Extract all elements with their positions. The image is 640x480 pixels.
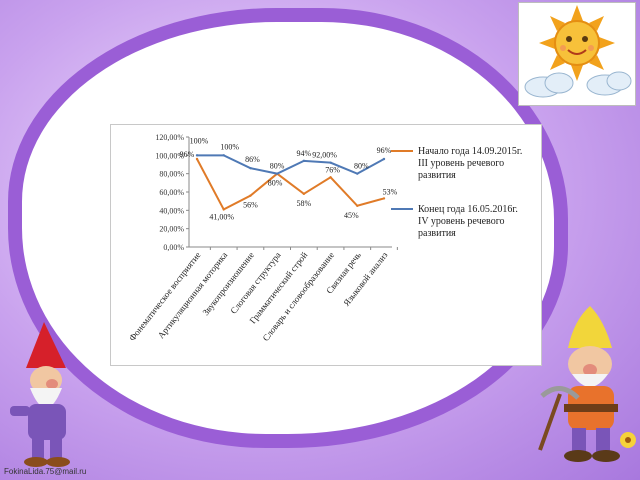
legend-entry-1-line: Начало года 14.09.2015г. (418, 146, 522, 157)
series-1-data-label: 56% (243, 201, 258, 210)
y-tick-label: 60,00% (159, 188, 184, 197)
series-2-data-label: 80% (354, 162, 369, 171)
series-1-data-label: 96% (180, 150, 195, 159)
legend-entry-2-line: развития (418, 228, 456, 239)
series-2-point (382, 157, 386, 161)
series-line-2 (197, 154, 385, 175)
series-1-point (382, 197, 386, 200)
line-chart: 0,00% 20,00% 40,00% 60,00% 80,00% 100,00% 120,… (127, 133, 522, 343)
series-2-point (275, 172, 279, 175)
series-2-data-label: 92,00% (312, 151, 337, 160)
author-credit: FokinaLida.75@mail.ru (4, 467, 87, 476)
series-1-point (195, 157, 199, 161)
legend-entry-1-line: III уровень речевого (418, 158, 504, 169)
series-1-point (249, 194, 252, 197)
series-2-point (302, 159, 306, 163)
y-tick-label: 20,00% (159, 225, 184, 234)
series-1-point (222, 208, 225, 211)
sun-picture-frame (518, 2, 636, 106)
series-2-data-label: 96% (377, 146, 392, 155)
series-1-data-label: 58% (297, 199, 312, 208)
series-2-data-label: 86% (245, 155, 260, 164)
legend-entry-2-line: IV уровень речевого (418, 216, 505, 227)
series-2-data-label: 94% (297, 149, 312, 158)
series-2-point (195, 154, 199, 157)
legend-entry-2-line: Конец года 16.05.2016г. (418, 204, 518, 215)
series-2-point (329, 161, 332, 164)
series-1-data-label: 41,00% (209, 212, 234, 221)
series-2-point (356, 172, 359, 175)
y-tick-label: 40,00% (159, 206, 184, 215)
series-1-data-label: 80% (268, 179, 283, 188)
series-2-point (222, 154, 225, 157)
legend-entry-1-line: развития (418, 170, 456, 181)
series-1-point (356, 204, 359, 207)
y-tick-label: 120,00% (155, 133, 184, 142)
series-line-1 (196, 158, 385, 211)
x-category-label: Слоговая структура (228, 250, 282, 316)
series-2-data-label: 80% (270, 162, 285, 171)
series-1-point (329, 176, 332, 179)
series-1-data-label: 53% (383, 187, 398, 196)
sun-icon (524, 5, 632, 98)
series-1-point (302, 192, 306, 196)
y-tick-label: 100,00% (155, 151, 184, 160)
gnome-left-illustration (4, 318, 94, 473)
y-tick-label: 80,00% (159, 170, 184, 179)
gnome-right-illustration (520, 300, 640, 477)
series-1-data-label: 76% (325, 165, 340, 174)
series-2-data-label: 100% (190, 136, 209, 145)
line-chart-panel: 0,00% 20,00% 40,00% 60,00% 80,00% 100,00% 120,… (110, 124, 542, 366)
y-tick-label: 0,00% (163, 243, 184, 252)
series-2-data-label: 100% (220, 142, 239, 151)
series-2-point (249, 166, 252, 170)
series-1-data-label: 45% (344, 211, 359, 220)
